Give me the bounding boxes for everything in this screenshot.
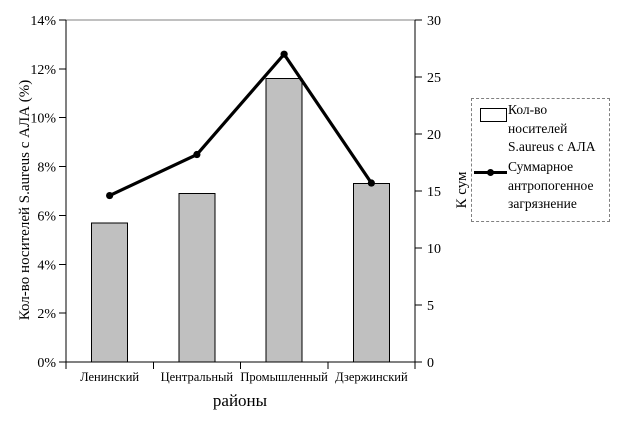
left-axis-tick-label: 2% — [37, 307, 56, 322]
right-axis-tick-label: 30 — [427, 14, 441, 29]
x-axis-category-label: Ленинский — [80, 370, 139, 384]
left-axis-title: Кол-во носителей S.aureus с АЛА (%) — [17, 79, 33, 321]
right-axis-title: К сум — [454, 171, 470, 209]
left-axis-tick-label: 14% — [30, 14, 56, 29]
legend: Кол-во носителей S.aureus с АЛА Суммарно… — [471, 98, 610, 222]
right-axis-tick-label: 10 — [427, 242, 441, 257]
legend-line: Суммарное — [508, 159, 574, 174]
left-axis-tick-label: 6% — [37, 209, 56, 224]
left-axis-tick-label: 10% — [30, 112, 56, 127]
line-marker-Ленинский — [106, 191, 114, 200]
legend-line: S.aureus с АЛА — [508, 139, 596, 155]
legend-line-swatch — [474, 168, 507, 176]
legend-item-bars: Кол-во носителей S.aureus с АЛА — [508, 101, 596, 157]
x-axis-category-label: Центральный — [161, 370, 234, 384]
left-axis-tick-label: 12% — [30, 63, 56, 78]
x-axis-category-label: Промышленный — [240, 370, 328, 384]
line-marker-Промышленный — [280, 50, 288, 58]
legend-line: загрязнение — [508, 196, 577, 212]
legend-line-marker-icon — [487, 169, 494, 176]
right-axis-tick-label: 5 — [427, 299, 434, 314]
line-marker-Дзержинский — [367, 179, 375, 187]
legend-bar-swatch — [480, 108, 507, 122]
legend-line: антропогенное — [508, 177, 594, 193]
bar-Промышленный — [265, 78, 303, 363]
left-axis-tick-label: 4% — [37, 258, 56, 273]
x-axis-title: районы — [212, 391, 268, 410]
legend-line: Кол-во — [508, 102, 548, 117]
bar-Ленинский — [91, 222, 129, 363]
right-axis-tick-label: 25 — [427, 71, 441, 86]
legend-line: носителей — [508, 120, 568, 136]
bar-Центральный — [178, 192, 216, 363]
left-axis-tick-label: 0% — [37, 356, 56, 371]
x-axis-category-label: Дзержинский — [335, 370, 408, 384]
right-axis-tick-label: 20 — [427, 128, 441, 143]
bar-Дзержинский — [352, 183, 390, 363]
line-marker-Центральный — [193, 150, 201, 159]
left-axis-tick-label: 8% — [37, 161, 56, 176]
right-axis-tick-label: 0 — [427, 356, 434, 371]
right-axis-tick-label: 15 — [427, 185, 441, 200]
legend-item-line: Суммарное антропогенное загрязнение — [508, 158, 593, 214]
line-series — [108, 51, 373, 198]
